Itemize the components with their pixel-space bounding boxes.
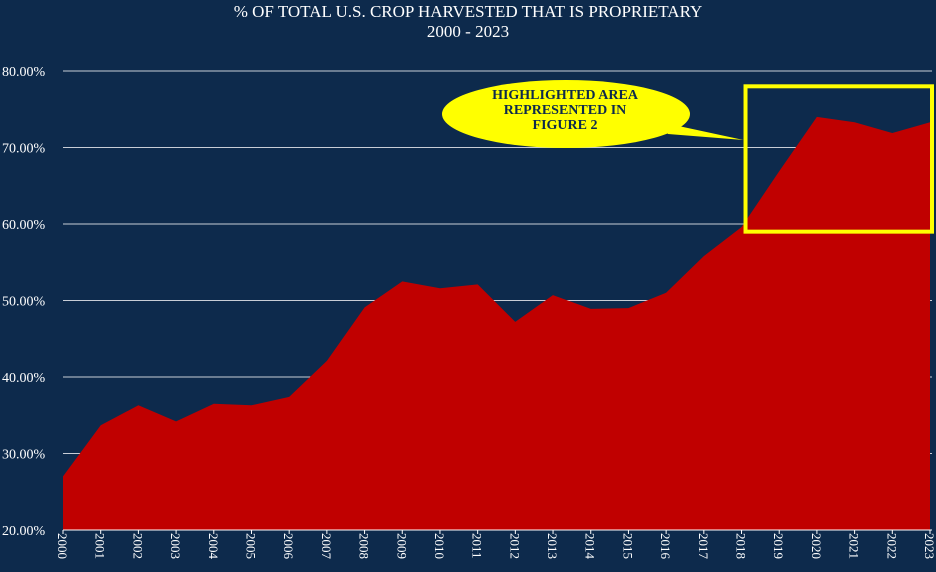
callout-bubble	[442, 80, 690, 148]
x-tick-label: 2011	[470, 533, 485, 559]
x-tick-label: 2008	[357, 533, 372, 559]
x-tick-label: 2016	[658, 533, 673, 560]
x-tick-label: 2006	[281, 533, 296, 560]
highlight-box	[743, 84, 934, 234]
x-tick-label: 2014	[583, 533, 598, 560]
chart-title: % OF TOTAL U.S. CROP HARVESTED THAT IS P…	[233, 2, 703, 21]
x-tick-label: 2003	[168, 533, 183, 559]
callout-line-2: REPRESENTED IN	[503, 103, 627, 118]
x-tick-label: 2007	[319, 533, 334, 560]
x-tick-label: 2002	[130, 533, 145, 559]
x-tick-label: 2001	[93, 533, 108, 559]
x-tick-label: 2022	[884, 533, 899, 559]
x-tick-label: 2013	[545, 533, 560, 559]
x-tick-label: 2017	[696, 533, 711, 560]
x-tick-label: 2023	[922, 533, 936, 559]
chart-subtitle: 2000 - 2023	[426, 22, 510, 41]
x-tick-label: 2010	[432, 533, 447, 559]
y-tick-label: 70.00%	[2, 142, 46, 157]
x-tick-label: 2005	[243, 533, 258, 559]
x-tick-label: 2000	[55, 533, 70, 559]
y-tick-label: 40.00%	[2, 371, 46, 386]
x-tick-label: 2021	[847, 533, 862, 559]
callout-line-1: HIGHLIGHTED AREA	[492, 88, 638, 103]
x-tick-label: 2020	[809, 533, 824, 559]
x-tick-label: 2012	[507, 533, 522, 559]
x-tick-label: 2018	[734, 533, 749, 559]
y-tick-label: 20.00%	[2, 524, 46, 539]
y-tick-label: 80.00%	[2, 65, 46, 80]
y-tick-label: 30.00%	[2, 448, 46, 463]
callout-line-3: FIGURE 2	[532, 118, 598, 133]
x-tick-label: 2004	[206, 533, 221, 560]
callout-label: HIGHLIGHTED AREA REPRESENTED IN FIGURE 2	[470, 88, 660, 133]
y-tick-label: 50.00%	[2, 295, 46, 310]
y-tick-label: 60.00%	[2, 218, 46, 233]
x-tick-label: 2015	[620, 533, 635, 559]
chart-title-block: % OF TOTAL U.S. CROP HARVESTED THAT IS P…	[0, 2, 936, 42]
x-tick-label: 2009	[394, 533, 409, 559]
x-tick-label: 2019	[771, 533, 786, 559]
area-series	[63, 116, 930, 531]
